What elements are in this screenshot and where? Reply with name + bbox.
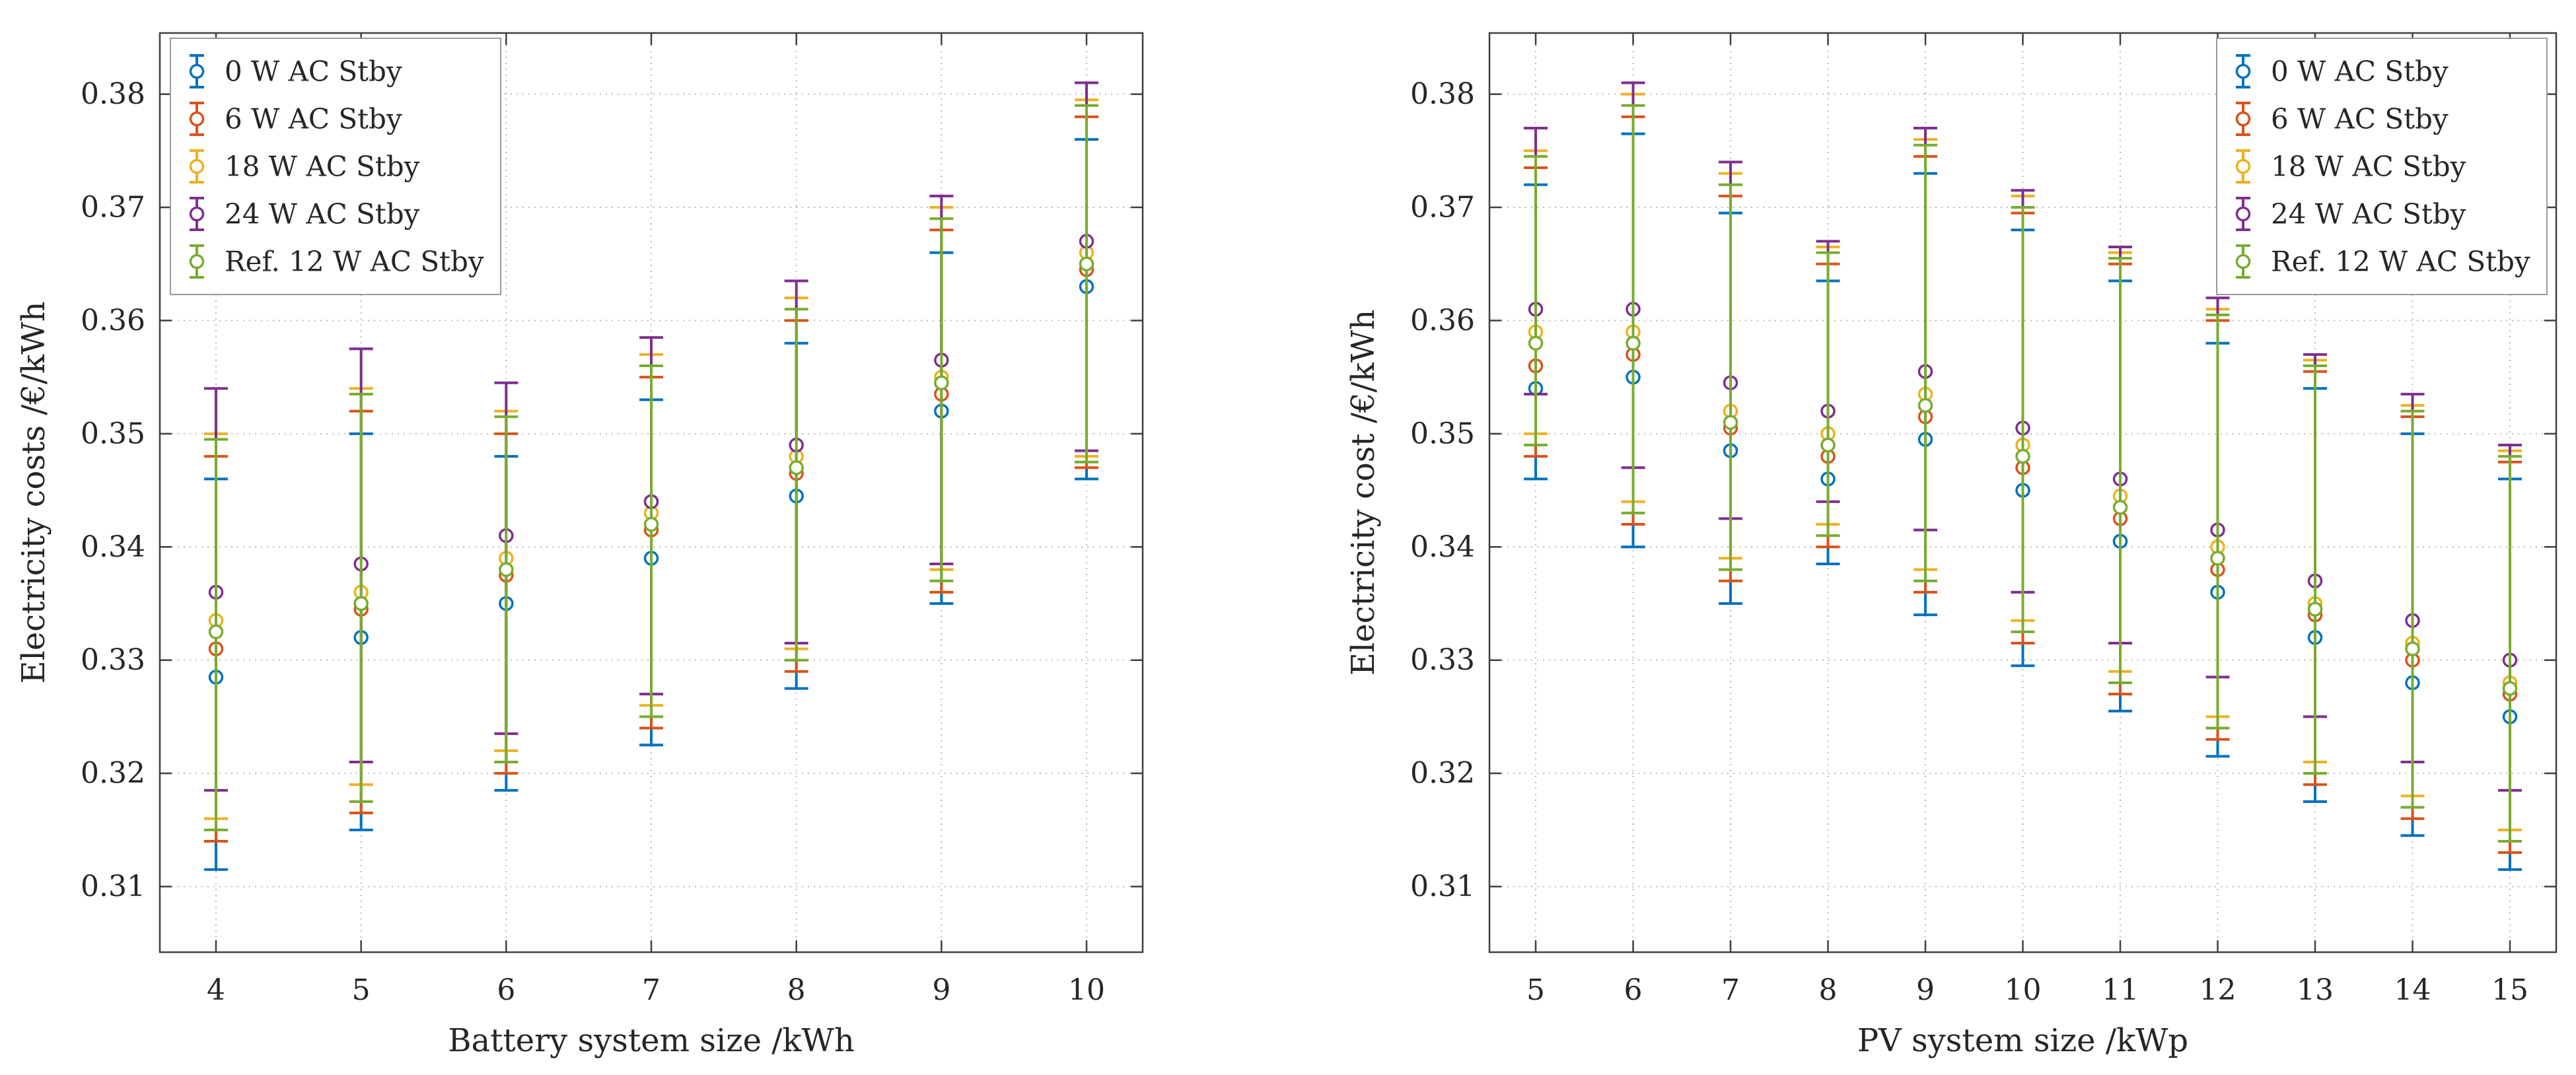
legend: 0 W AC Stby 6 W AC Stby 18 W AC Stby 24 W A… [170,38,501,295]
series-ref-12-w-ac-stby [204,104,1098,831]
x-tick-label: 7 [1721,973,1740,1007]
y-tick-label: 0.33 [1410,643,1475,677]
legend-label: 0 W AC Stby [225,55,402,88]
pv-errorbar-chart: 5 6 7 8 9 10 11 12 13 14 15 0.31 0.32 0.33 0.34 0.35 0.3… [1345,32,2558,1059]
x-tick-label: 8 [787,973,806,1007]
errorbar-marker [1723,415,1738,430]
x-tick-label: 11 [2102,973,2139,1007]
errorbar-marker [1528,335,1544,351]
errorbar-marker [789,460,804,475]
errorbar-marker [208,624,224,640]
legend-label: 24 W AC Stby [225,198,420,230]
legend: 0 W AC Stby 6 W AC Stby 18 W AC Stby 24 W A… [2216,38,2548,295]
errorbar-marker [2307,602,2323,617]
legend-marker-icon [189,63,205,79]
y-tick-label: 0.34 [1410,530,1475,564]
errorbar-marker [2502,681,2518,696]
legend-marker-icon [189,206,205,222]
legend-label: 6 W AC Stby [2271,103,2449,135]
errorbar-marker [499,562,514,577]
x-tick-label: 10 [1068,973,1105,1007]
x-axis-label: PV system size /kWp [1857,1022,2188,1059]
errorbar-marker [1820,437,1836,453]
errorbar-marker [2210,551,2225,566]
x-tick-label: 5 [1526,973,1545,1007]
legend-label: 18 W AC Stby [2271,151,2466,183]
legend-marker-icon [2235,158,2251,174]
y-tick-label: 0.35 [1410,417,1475,450]
y-tick-label: 0.32 [81,757,145,790]
x-tick-label: 4 [207,973,225,1007]
y-tick-label: 0.32 [1410,757,1475,790]
x-tick-label: 6 [1624,973,1643,1007]
y-tick-label: 0.37 [81,191,145,225]
errorbar-marker [353,596,369,611]
legend-marker-icon [2235,111,2251,127]
y-tick-label: 0.34 [81,530,145,564]
errorbar-marker [643,516,659,532]
legend-label: Ref. 12 W AC Stby [225,246,484,278]
x-tick-label: 6 [497,973,515,1007]
errorbar-marker [934,375,949,390]
y-tick-label: 0.31 [1410,870,1475,903]
legend-marker-icon [2235,254,2251,269]
x-tick-label: 13 [2297,973,2334,1007]
errorbar-marker [1079,256,1094,271]
errorbar-marker [2405,641,2420,656]
x-tick-label: 8 [1819,973,1838,1007]
x-axis-label: Battery system size /kWh [448,1022,855,1059]
x-tick-label: 5 [352,973,371,1007]
x-tick-label: 9 [932,973,950,1007]
x-tick-label: 15 [2491,973,2528,1007]
legend-label: 6 W AC Stby [225,103,402,135]
legend-label: 24 W AC Stby [2271,198,2466,230]
legend-label: 0 W AC Stby [2271,55,2449,88]
y-tick-label: 0.36 [81,304,145,337]
x-tick-label: 9 [1916,973,1935,1007]
y-axis-label: Electricity cost /€/kWh [1345,310,1382,676]
x-tick-label: 12 [2200,973,2236,1007]
axis-layer: 5 6 7 8 9 10 11 12 13 14 15 0.31 0.32 0.33 0.34 0.35 0.3… [1410,32,2558,1007]
legend-marker-icon [189,158,205,174]
axis-layer: 4 5 6 7 8 9 10 0.31 0.32 0.33 0.34 0.35 0.36 0.37 0.38 [81,32,1144,1007]
x-tick-label: 7 [642,973,661,1007]
errorbar-marker [1626,335,1641,351]
y-axis-label: Electricity costs /€/kWh [15,302,52,684]
y-tick-label: 0.33 [81,643,145,677]
legend-marker-icon [2235,63,2251,79]
legend-label: Ref. 12 W AC Stby [2271,246,2530,278]
y-tick-label: 0.37 [1410,191,1475,225]
x-tick-label: 10 [2005,973,2042,1007]
errorbar-marker [2112,500,2128,515]
y-tick-label: 0.38 [81,77,145,111]
series-ref-12-w-ac-stby [1524,104,2522,843]
y-tick-label: 0.35 [81,417,145,450]
y-tick-label: 0.38 [1410,77,1475,111]
y-tick-label: 0.31 [81,870,145,903]
legend-marker-icon [189,254,205,269]
legend-marker-icon [2235,206,2251,222]
battery-errorbar-chart: 4 5 6 7 8 9 10 0.31 0.32 0.33 0.34 0.35 0.36 0.37 0.38… [15,32,1144,1059]
y-tick-label: 0.36 [1410,304,1475,337]
legend-label: 18 W AC Stby [225,151,420,183]
x-tick-label: 14 [2394,973,2431,1007]
errorbar-marker [2015,448,2030,464]
errorbar-marker [1917,398,1933,413]
legend-marker-icon [189,111,205,127]
